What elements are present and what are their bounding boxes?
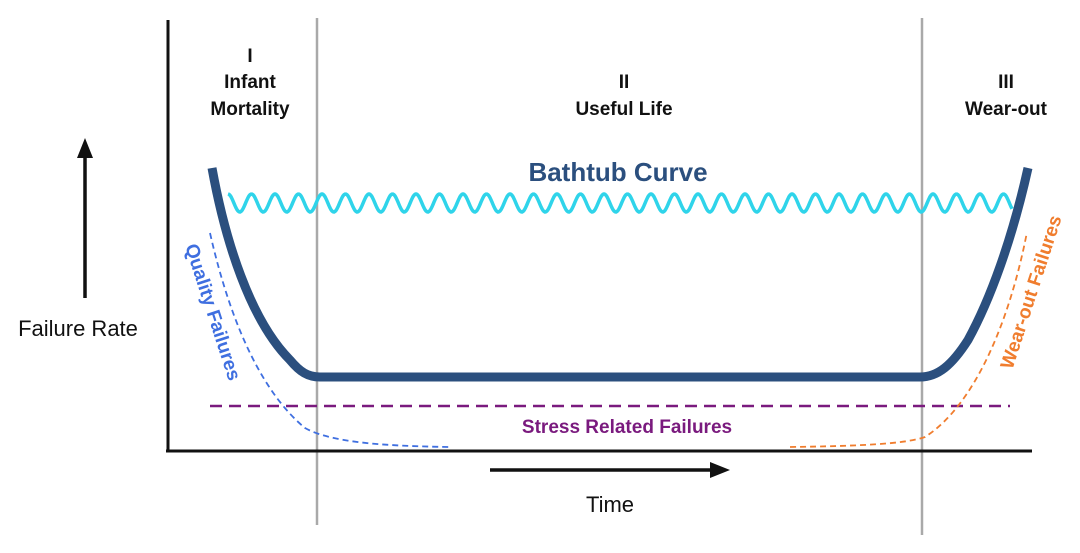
phase-2-line-1: Useful Life [575,99,672,120]
wearout-failures-curve [789,231,1028,448]
stress-failures-label: Stress Related Failures [522,417,732,438]
phase-1-line-1: Infant [224,72,276,93]
quality-failures-curve [209,232,451,448]
random-failures-wave [227,192,1014,214]
diagram-title: Bathtub Curve [528,157,707,187]
x-axis-label: Time [586,492,634,517]
x-arrowhead [710,462,730,478]
phase-3-numeral: III [998,72,1014,93]
phase-1-numeral: I [247,46,252,67]
y-axis-label: Failure Rate [18,316,138,341]
phase-2-numeral: II [619,72,630,93]
bathtub-curve-line [207,167,1033,382]
phase-1-line-2: Mortality [210,99,290,120]
y-arrowhead [77,138,93,158]
phase-3-line-1: Wear-out [965,99,1048,120]
